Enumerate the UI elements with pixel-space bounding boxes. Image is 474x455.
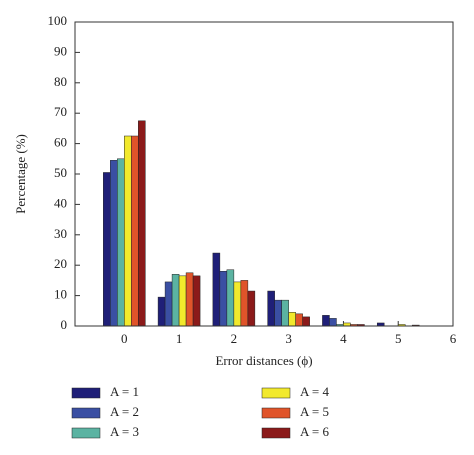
y-tick-label: 100 — [48, 13, 68, 28]
legend-label: A = 4 — [300, 384, 330, 399]
bar — [233, 281, 242, 327]
legend-label: A = 5 — [300, 404, 329, 419]
bar — [247, 290, 256, 327]
bar — [178, 275, 187, 327]
y-tick-label: 90 — [54, 43, 67, 58]
x-tick-label: 2 — [231, 331, 238, 346]
legend-label: A = 2 — [110, 404, 139, 419]
x-tick-label: 1 — [176, 331, 183, 346]
x-tick-label: 5 — [395, 331, 402, 346]
bar — [185, 272, 194, 327]
x-tick-label: 0 — [121, 331, 128, 346]
bar — [274, 299, 282, 327]
y-tick-label: 0 — [61, 317, 68, 332]
bar — [138, 120, 146, 327]
legend-swatch — [71, 407, 101, 419]
bar — [281, 299, 289, 327]
y-tick-label: 10 — [54, 287, 67, 302]
bar — [267, 290, 275, 327]
bar — [124, 135, 132, 327]
bar — [295, 313, 303, 327]
y-tick-label: 30 — [54, 226, 67, 241]
legend-swatch — [71, 387, 101, 399]
y-tick-label: 60 — [54, 135, 67, 150]
bar — [171, 274, 180, 327]
bar — [212, 252, 221, 327]
bar — [322, 315, 330, 327]
legend-label: A = 3 — [110, 424, 139, 439]
y-tick-label: 20 — [54, 256, 67, 271]
legend-swatch — [261, 387, 291, 399]
bar — [192, 275, 201, 327]
bar — [131, 135, 139, 327]
bar — [219, 271, 228, 327]
y-tick-label: 50 — [54, 165, 67, 180]
legend-label: A = 1 — [110, 384, 139, 399]
bar — [117, 158, 125, 327]
legend-swatch — [71, 427, 101, 439]
legend-swatch — [261, 407, 291, 419]
bar — [110, 160, 118, 327]
y-tick-label: 40 — [54, 195, 67, 210]
x-axis-label: Error distances (ϕ) — [215, 353, 312, 368]
y-axis-label: Percentage (%) — [13, 134, 28, 214]
bar — [302, 316, 310, 327]
y-tick-label: 70 — [54, 104, 67, 119]
x-tick-label: 6 — [450, 331, 457, 346]
bar — [329, 318, 337, 327]
bar — [240, 280, 249, 327]
legend-swatch — [261, 427, 291, 439]
bar — [288, 312, 296, 327]
bar — [103, 172, 111, 327]
legend-label: A = 6 — [300, 424, 330, 439]
bar — [226, 269, 235, 327]
plot-frame — [74, 21, 454, 327]
bar — [164, 281, 173, 327]
x-tick-label: 4 — [340, 331, 347, 346]
x-tick-label: 3 — [285, 331, 292, 346]
bar — [157, 296, 166, 327]
y-tick-label: 80 — [54, 74, 67, 89]
